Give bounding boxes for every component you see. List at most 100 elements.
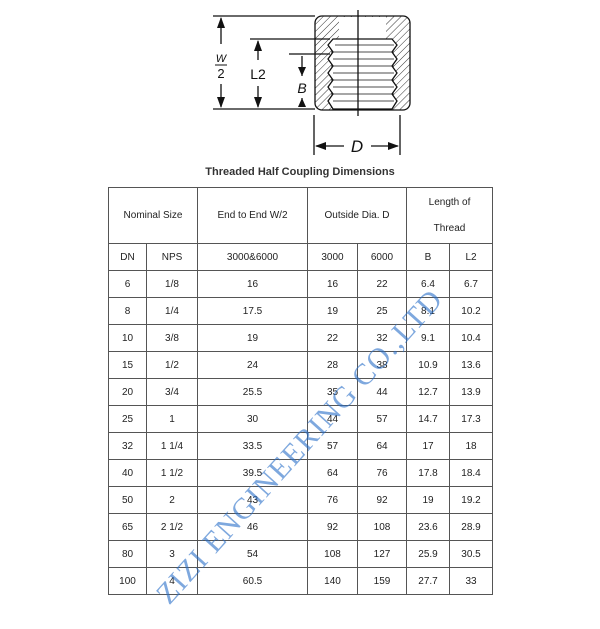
table-row: 20 3/4 25.5 35 44 12.7 13.9 [108,378,493,406]
cell-od-6000: 22 [357,270,407,298]
cell-od-6000: 25 [357,297,407,325]
label-w: W [216,53,228,65]
cell-dn: 32 [108,432,147,460]
label-2: 2 [217,66,224,81]
cell-w2: 60.5 [197,567,308,595]
cell-od-6000: 38 [357,351,407,379]
table-row: 80 3 54 108 127 25.9 30.5 [108,540,493,568]
cell-od-3000: 19 [307,297,358,325]
cell-b: 8.1 [406,297,450,325]
cell-l2: 17.3 [449,405,493,433]
cell-dn: 100 [108,567,147,595]
cell-b: 23.6 [406,513,450,541]
cell-od-6000: 44 [357,378,407,406]
cell-od-3000: 35 [307,378,358,406]
cell-nps: 2 [146,486,198,514]
header-row: Nominal Size End to End W/2 Outside Dia.… [108,187,493,244]
cell-od-3000: 22 [307,324,358,352]
cell-dn: 40 [108,459,147,487]
cell-dn: 25 [108,405,147,433]
cell-dn: 50 [108,486,147,514]
cell-od-6000: 108 [357,513,407,541]
cell-nps: 2 1/2 [146,513,198,541]
header-end-to-end: End to End W/2 [197,187,308,244]
cell-od-6000: 64 [357,432,407,460]
table-row: 32 1 1/4 33.5 57 64 17 18 [108,432,493,460]
table-row: 100 4 60.5 140 159 27.7 33 [108,567,493,595]
cell-b: 12.7 [406,378,450,406]
cell-nps: 1/2 [146,351,198,379]
cell-b: 25.9 [406,540,450,568]
cell-dn: 20 [108,378,147,406]
cell-b: 6.4 [406,270,450,298]
cell-w2: 19 [197,324,308,352]
label-b: B [297,80,306,96]
subheader-l2: L2 [449,243,493,271]
header-thread-length: Length of Thread [406,187,493,244]
subheader-nps: NPS [146,243,198,271]
cell-od-6000: 76 [357,459,407,487]
table-row: 40 1 1/2 39.5 64 76 17.8 18.4 [108,459,493,487]
cell-b: 10.9 [406,351,450,379]
cell-w2: 54 [197,540,308,568]
table-row: 65 2 1/2 46 92 108 23.6 28.9 [108,513,493,541]
cell-dn: 65 [108,513,147,541]
cell-od-6000: 127 [357,540,407,568]
cell-b: 19 [406,486,450,514]
subheader-3000: 3000 [307,243,358,271]
table-row: 10 3/8 19 22 32 9.1 10.4 [108,324,493,352]
cell-od-3000: 92 [307,513,358,541]
table-row: 15 1/2 24 28 38 10.9 13.6 [108,351,493,379]
cell-b: 17 [406,432,450,460]
cell-nps: 1 1/2 [146,459,198,487]
cell-nps: 3/4 [146,378,198,406]
cell-l2: 18.4 [449,459,493,487]
cell-dn: 10 [108,324,147,352]
cell-l2: 13.9 [449,378,493,406]
cell-w2: 25.5 [197,378,308,406]
cell-l2: 10.4 [449,324,493,352]
cell-od-6000: 92 [357,486,407,514]
dimensions-table: Nominal Size End to End W/2 Outside Dia.… [108,187,493,595]
cell-od-3000: 140 [307,567,358,595]
cell-od-6000: 32 [357,324,407,352]
cell-b: 14.7 [406,405,450,433]
cell-od-6000: 159 [357,567,407,595]
subheader-dn: DN [108,243,147,271]
subheader-6000: 6000 [357,243,407,271]
subheader-w2: 3000&6000 [197,243,308,271]
cell-dn: 80 [108,540,147,568]
subheader-row: DN NPS 3000&6000 3000 6000 B L2 [108,243,493,271]
cell-dn: 6 [108,270,147,298]
cell-nps: 1 [146,405,198,433]
cell-l2: 30.5 [449,540,493,568]
header-nominal-size: Nominal Size [108,187,198,244]
header-outside-dia: Outside Dia. D [307,187,407,244]
cell-dn: 8 [108,297,147,325]
cell-w2: 39.5 [197,459,308,487]
cell-nps: 1/4 [146,297,198,325]
cell-od-3000: 64 [307,459,358,487]
cell-w2: 24 [197,351,308,379]
label-d: D [351,137,363,156]
cell-nps: 1 1/4 [146,432,198,460]
cell-od-6000: 57 [357,405,407,433]
cell-l2: 10.2 [449,297,493,325]
cell-dn: 15 [108,351,147,379]
cell-w2: 16 [197,270,308,298]
cell-w2: 30 [197,405,308,433]
table-title: Threaded Half Coupling Dimensions [205,166,395,178]
table-row: 8 1/4 17.5 19 25 8.1 10.2 [108,297,493,325]
cell-od-3000: 76 [307,486,358,514]
cell-nps: 3/8 [146,324,198,352]
half-coupling-diagram: W 2 L2 B D [213,10,411,156]
cell-b: 17.8 [406,459,450,487]
cell-od-3000: 16 [307,270,358,298]
label-l2: L2 [250,66,266,82]
cell-w2: 46 [197,513,308,541]
cell-l2: 13.6 [449,351,493,379]
cell-l2: 6.7 [449,270,493,298]
table-row: 6 1/8 16 16 22 6.4 6.7 [108,270,493,298]
cell-nps: 1/8 [146,270,198,298]
cell-l2: 28.9 [449,513,493,541]
